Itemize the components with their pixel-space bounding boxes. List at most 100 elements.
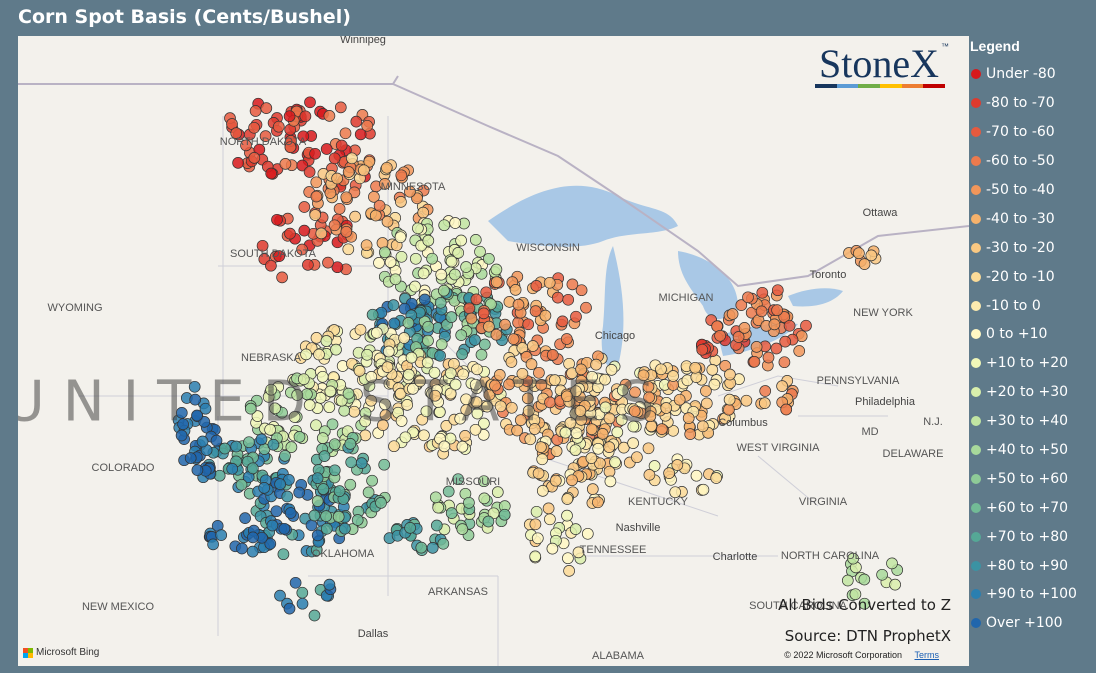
bid-point <box>334 101 347 114</box>
bid-point <box>536 453 549 466</box>
canada-border-line <box>18 75 969 288</box>
bid-point <box>603 465 616 478</box>
bid-point <box>469 378 482 391</box>
bid-point <box>723 393 736 406</box>
city-label: Columbus <box>718 417 768 429</box>
bid-point <box>530 505 543 518</box>
bid-point <box>847 552 859 565</box>
bid-point <box>360 239 373 252</box>
bid-point <box>323 401 336 414</box>
bid-point <box>304 96 316 109</box>
country-label: UNITED STATES <box>18 369 673 435</box>
bid-point <box>569 444 582 457</box>
bid-point <box>490 328 503 341</box>
bid-point <box>673 393 686 406</box>
bid-point <box>394 231 407 244</box>
logo-color-bar <box>815 84 946 88</box>
bid-point <box>324 385 337 398</box>
bid-point <box>755 305 768 318</box>
bid-point <box>599 373 611 386</box>
bid-point <box>469 234 482 246</box>
bid-point <box>586 370 598 383</box>
bid-point <box>522 318 535 331</box>
bid-point <box>596 428 609 440</box>
terms-link[interactable]: Terms <box>914 650 940 660</box>
bid-point <box>409 252 422 265</box>
bid-point <box>642 442 655 455</box>
legend-item: -60 to -50 <box>968 147 1096 176</box>
bid-point <box>498 508 511 521</box>
lake-huron-shape <box>678 251 738 320</box>
bid-point <box>546 349 559 361</box>
state-label: MISSOURI <box>445 476 501 488</box>
bid-point <box>865 249 878 262</box>
bid-point <box>569 523 582 535</box>
bid-point <box>478 492 491 505</box>
bid-point <box>481 400 493 413</box>
legend-item: +90 to +100 <box>968 580 1096 609</box>
bid-point <box>339 127 352 140</box>
bid-point <box>339 522 351 535</box>
logo-trademark: ™ <box>941 42 949 51</box>
bid-point <box>318 450 331 462</box>
bid-point <box>793 345 806 357</box>
bid-point <box>349 210 361 223</box>
bid-point <box>387 299 400 311</box>
legend-label: +20 to +30 <box>986 384 1069 401</box>
bid-point <box>284 227 296 240</box>
legend-item: +70 to +80 <box>968 522 1096 551</box>
bid-point <box>283 602 296 615</box>
bid-point <box>768 318 781 331</box>
bid-point <box>265 383 277 396</box>
bid-point <box>362 486 375 499</box>
bid-point <box>575 284 588 297</box>
bid-point <box>434 349 446 362</box>
state-label: NORTH DAKOTA <box>219 136 307 148</box>
logo-bar-segment <box>836 84 859 88</box>
bid-point <box>305 519 318 532</box>
bid-point <box>512 298 525 311</box>
legend-swatch-icon <box>971 242 981 253</box>
bid-point <box>770 342 783 355</box>
bid-point <box>333 202 346 215</box>
lake-superior-shape <box>488 185 678 247</box>
bid-point <box>644 410 657 423</box>
bid-point <box>404 522 416 534</box>
bid-point <box>876 568 888 581</box>
bid-point <box>269 402 281 415</box>
legend-swatch-icon <box>971 98 981 109</box>
bid-point <box>548 374 561 386</box>
legend-label: +40 to +50 <box>986 442 1069 459</box>
bid-point <box>592 442 605 455</box>
bid-point <box>611 426 624 439</box>
legend-item: +40 to +50 <box>968 436 1096 465</box>
bid-point <box>316 370 329 383</box>
bid-point <box>740 394 753 407</box>
bid-point <box>417 206 430 219</box>
legend-swatch-icon <box>971 445 981 456</box>
bid-point <box>527 340 539 352</box>
bid-point <box>580 301 592 314</box>
bid-point <box>533 366 545 379</box>
bid-point <box>544 513 556 526</box>
bid-point <box>344 438 357 450</box>
legend-item: -50 to -40 <box>968 176 1096 205</box>
stonex-logo: StoneX ™ <box>809 40 949 92</box>
bid-point <box>505 356 518 368</box>
bid-point <box>415 541 428 554</box>
bid-point <box>762 351 775 364</box>
bid-point <box>244 402 257 415</box>
bid-point <box>535 379 548 391</box>
bid-point <box>389 273 402 286</box>
bid-point <box>184 452 197 464</box>
state-label: ALABAMA <box>592 650 644 662</box>
bid-point <box>283 110 296 123</box>
bid-point <box>465 312 478 325</box>
bid-point <box>858 258 871 270</box>
legend-item: Over +100 <box>968 609 1096 638</box>
basis-map[interactable]: Winnipeg NORTH DAKOTA MINNESOTA SOUTH DAKOT… <box>18 36 969 666</box>
legend-swatch-icon <box>971 69 981 80</box>
bid-point <box>459 430 471 442</box>
map-canvas[interactable] <box>18 36 969 666</box>
bid-point <box>490 263 503 276</box>
